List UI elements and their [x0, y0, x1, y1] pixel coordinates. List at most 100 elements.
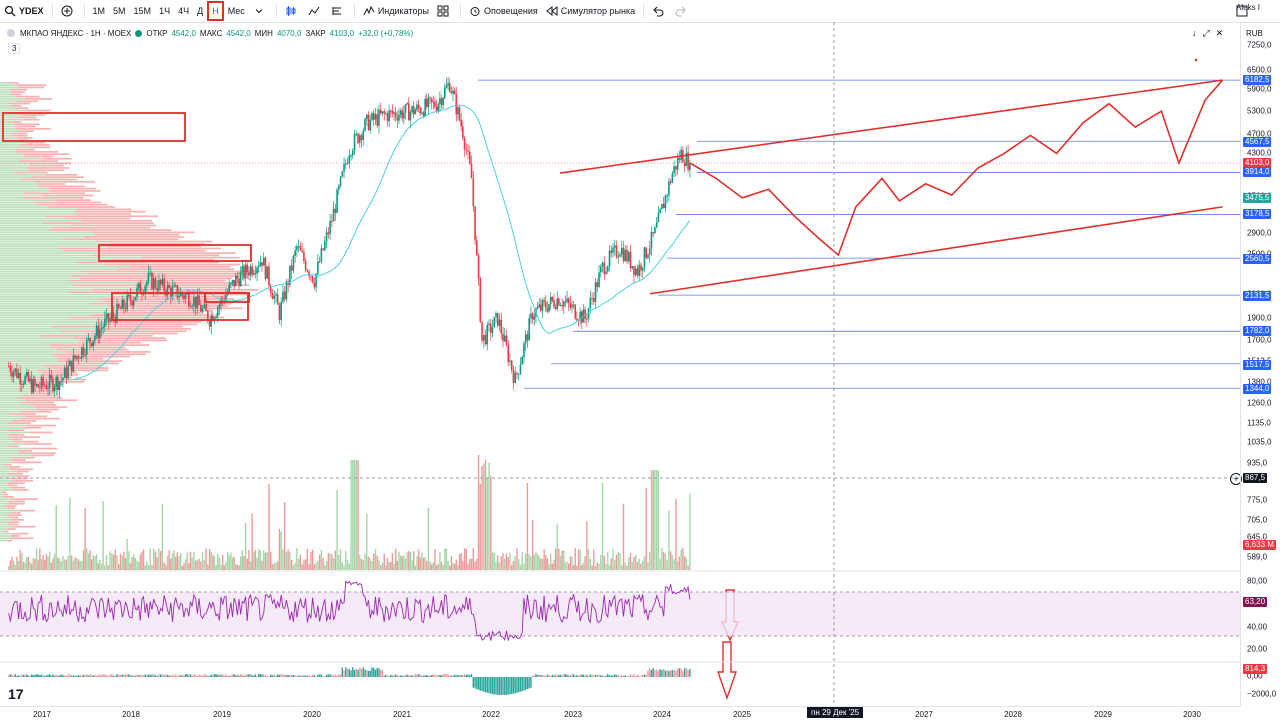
macd-histogram-bar	[336, 675, 338, 677]
annotation-box	[204, 292, 250, 303]
chart-type-button[interactable]	[281, 0, 304, 22]
maximize-icon[interactable]: ⤢	[1202, 28, 1210, 38]
candle-body	[358, 135, 361, 143]
macd-histogram-bar	[86, 674, 88, 677]
volume-profile-down	[15, 84, 47, 86]
alerts-button[interactable]: Оповещения	[465, 0, 542, 22]
volume-profile-up	[0, 185, 38, 188]
volume-profile-up	[0, 466, 10, 468]
volume-profile-down	[12, 461, 42, 464]
candle-body	[516, 372, 518, 374]
interval-month[interactable]: Мес	[227, 6, 245, 16]
price-tick-label: 6500,0	[1247, 65, 1272, 75]
volume-bar	[683, 556, 686, 570]
volume-bar	[131, 557, 133, 570]
volume-profile-up	[0, 321, 101, 323]
macd-histogram-bar	[404, 674, 407, 677]
volume-bar	[311, 549, 314, 570]
interval-4h[interactable]: 4Ч	[178, 6, 190, 16]
volume-profile-up	[0, 404, 31, 406]
volume-profile-up	[0, 312, 115, 314]
tradingview-logo[interactable]: 17	[8, 686, 24, 702]
macd-histogram-bar	[261, 674, 263, 677]
macd-histogram-bar	[297, 675, 300, 677]
interval-dropdown[interactable]	[249, 0, 272, 22]
candle-body	[268, 266, 270, 286]
candle-body	[638, 264, 641, 276]
volume-profile-up	[0, 325, 51, 328]
volume-bar	[176, 552, 179, 570]
interval-week-active[interactable]: Н	[207, 1, 224, 21]
volume-profile-up	[0, 447, 31, 450]
volume-bar	[650, 470, 653, 570]
undo-button[interactable]	[648, 0, 671, 22]
fib-tool-button[interactable]	[327, 0, 350, 22]
volume-bar	[566, 561, 568, 570]
volume-profile-down	[109, 323, 198, 326]
layout-icon[interactable]	[1236, 5, 1248, 17]
collapse-icon[interactable]	[6, 28, 16, 38]
interval-1h[interactable]: 1Ч	[159, 6, 171, 16]
macd-histogram-bar	[173, 675, 175, 677]
interval-1m[interactable]: 1М	[92, 6, 106, 16]
macd-histogram-bar	[652, 668, 654, 677]
compare-button[interactable]	[57, 0, 80, 22]
volume-bar	[676, 560, 679, 570]
volume-profile-down	[18, 450, 32, 452]
macd-histogram-bar	[116, 674, 118, 677]
indicators-button[interactable]: Индикаторы	[359, 0, 433, 22]
line-tool-button[interactable]	[304, 0, 327, 22]
rsi-band	[0, 592, 1240, 636]
volume-bar	[367, 556, 370, 570]
candle-body	[503, 335, 506, 342]
replay-button[interactable]: Симулятор рынка	[542, 0, 639, 22]
volume-profile-up	[0, 456, 13, 459]
redo-button[interactable]	[671, 0, 694, 22]
macd-histogram-bar	[48, 674, 51, 677]
volume-bar	[168, 550, 170, 570]
indicator-count-toggle[interactable]: 3	[8, 43, 21, 54]
volume-profile-up	[0, 371, 42, 374]
volume-profile-down	[69, 279, 226, 282]
price-scale[interactable]: 7250,06500,05900,05300,04700,04300,03500…	[1240, 22, 1280, 706]
macd-histogram-bar	[236, 674, 239, 677]
arrow-down-icon[interactable]: ↓	[1192, 28, 1197, 38]
candle-body	[422, 112, 425, 117]
time-axis[interactable]: 2017 2018 2019 2020 2021 2022 2023 2024 2025 2027…	[0, 706, 1240, 723]
user-menu[interactable]: Aleks I	[1236, 3, 1260, 12]
volume-profile-up	[0, 84, 16, 86]
candle-body	[671, 173, 674, 183]
volume-bar	[680, 549, 682, 570]
volume-bar	[16, 556, 18, 570]
volume-profile-up	[0, 252, 101, 254]
macd-histogram-bar	[394, 674, 397, 677]
volume-bar	[563, 550, 565, 570]
candle-body	[22, 383, 25, 385]
add-alert-icon[interactable]: +	[1230, 473, 1242, 485]
candle-body	[673, 166, 675, 174]
macd-histogram-bar	[65, 675, 68, 677]
volume-profile-down	[8, 473, 23, 475]
interval-15m[interactable]: 15М	[133, 6, 152, 16]
interval-5m[interactable]: 5М	[113, 6, 126, 16]
volume-profile-down	[9, 413, 36, 415]
candle-body	[103, 318, 106, 328]
currency-label[interactable]: RUB	[1246, 29, 1263, 38]
volume-profile-up	[0, 194, 43, 197]
close-icon[interactable]: ✕	[1215, 28, 1224, 38]
templates-button[interactable]	[433, 0, 456, 22]
macd-histogram-bar	[661, 670, 663, 677]
interval-day[interactable]: Д	[197, 6, 204, 16]
macd-histogram-bar	[465, 674, 468, 677]
symbol-search[interactable]: YDEX	[0, 0, 48, 22]
volume-bar	[205, 548, 207, 570]
chart-canvas[interactable]	[0, 22, 1240, 706]
volume-bar	[396, 560, 399, 570]
volume-bar	[509, 552, 511, 570]
volume-profile-up	[0, 500, 8, 503]
macd-histogram-bar	[161, 674, 164, 677]
volume-bar	[139, 554, 141, 570]
macd-histogram-bar	[203, 674, 206, 677]
volume-profile-down	[12, 525, 36, 528]
candle-body	[647, 254, 649, 258]
